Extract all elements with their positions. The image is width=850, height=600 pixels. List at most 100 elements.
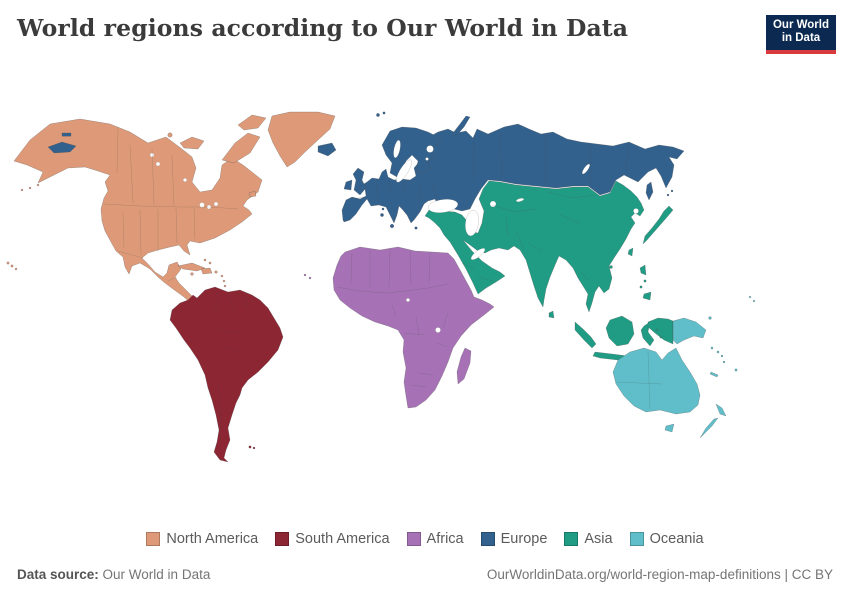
aleutians-1 [36,183,40,187]
lake-baikal [581,163,591,175]
banks-island [167,132,173,138]
owid-logo-red-bar [766,50,836,54]
falkland-islands-2 [252,446,256,450]
legend-swatch-africa [406,532,421,546]
visayas-1 [643,279,647,283]
legend-label-south-america: South America [295,531,390,547]
baltic-sea [396,159,412,183]
legend-item-europe[interactable]: Europe [480,531,547,547]
data-source-label: Data source: [17,567,99,582]
legend-item-asia[interactable]: Asia [564,531,613,547]
sumatra [574,321,597,349]
cape-verde-2 [308,276,312,280]
new-zealand-north [715,403,727,417]
persian-gulf [470,248,486,260]
cape-verde-1 [303,273,307,277]
black-sea [427,199,459,213]
falkland-islands-1 [248,445,252,449]
fiji [734,368,738,372]
legend-label-africa: Africa [426,531,464,547]
visayas-2 [639,285,643,289]
caspian-sea [465,209,479,237]
lake-balkhash [515,198,525,202]
luzon [639,264,647,276]
owid-logo[interactable]: Our World in Data [766,15,836,54]
great-lake-1 [199,202,205,208]
hawaii-1 [6,261,10,265]
region-oceania[interactable] [612,295,756,439]
legend-item-south-america[interactable]: South America [275,531,390,547]
aleutians-2 [28,186,32,190]
attribution-link[interactable]: OurWorldinData.org/world-region-map-defi… [486,567,833,582]
corsica [381,207,385,211]
sardinia [380,213,384,217]
vanuatu-1 [720,354,724,358]
data-source-value: Our World in Data [102,567,211,582]
crete [414,226,418,230]
region-south-america[interactable] [169,286,284,463]
legend-item-africa[interactable]: Africa [406,531,464,547]
solomons-1 [710,346,714,350]
micronesia-2 [752,299,756,303]
region-north-america[interactable] [6,111,336,307]
region-asia[interactable] [424,180,674,365]
country-borders [103,126,674,442]
scandinavia [381,126,442,178]
tasmania [664,423,675,433]
lake-ladoga [425,157,429,161]
legend-swatch-south-america [275,532,290,546]
hawaii-3 [14,267,18,271]
great-lake-2 [206,204,212,210]
lake-winnipeg [182,177,187,182]
newfoundland [248,190,257,198]
lake-chad [406,297,411,302]
legend-item-north-america[interactable]: North America [146,531,258,547]
bahamas [203,258,207,262]
sri-lanka [548,310,555,319]
aral-sea [489,200,497,208]
hainan [609,265,613,269]
svalbard-1 [376,113,380,117]
novaya-zemlya [452,115,471,137]
region-africa[interactable] [303,246,495,409]
south-america-mainland [169,286,284,463]
puerto-rico [214,270,218,274]
great-britain [352,167,367,196]
wrangel-fragment [61,132,72,137]
lesser-antilles-3 [223,284,227,288]
jamaica [190,272,194,276]
legend-swatch-europe [480,532,495,546]
ireland [343,179,353,191]
white-sea [426,145,434,153]
world-map [6,111,756,463]
hispaniola [200,267,213,275]
page-title: World regions according to Our World in … [17,14,629,42]
great-bear-lake [149,152,155,158]
bahamas-2 [208,261,212,265]
legend-swatch-asia [564,532,579,546]
legend-swatch-north-america [146,532,161,546]
taiwan [627,247,634,257]
borneo [605,315,635,347]
legend-label-north-america: North America [166,531,259,547]
moluccas-1 [655,328,659,332]
legend-item-oceania[interactable]: Oceania [629,531,704,547]
baffin-island [221,132,261,164]
lesser-antilles-2 [222,279,226,283]
legend-label-oceania: Oceania [649,531,704,547]
vanuatu-2 [722,360,726,364]
ellesmere-island [237,114,267,131]
madagascar [456,347,472,385]
australia [612,347,701,415]
sakhalin [645,181,654,201]
iceland [317,142,337,157]
new-zealand-south [699,417,719,439]
mindanao [642,291,652,301]
data-source-line: Data source: Our World in Data [17,567,210,582]
moluccas-2 [659,335,663,339]
hawaii-2 [10,264,14,268]
greenland [267,111,336,168]
sicily [389,223,395,229]
great-lake-3 [213,201,219,207]
